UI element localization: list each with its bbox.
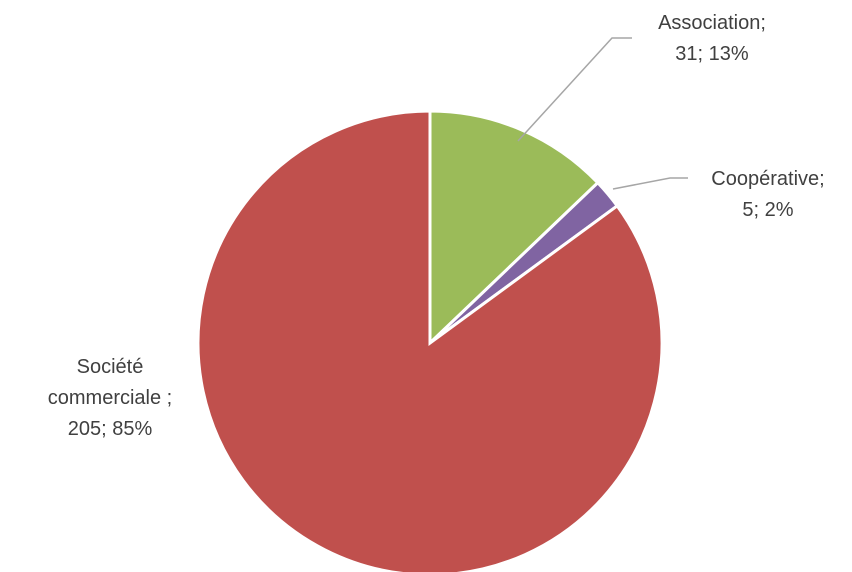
- data-labels: Association; 31; 13% Coopérative; 5; 2% Soci…: [48, 12, 825, 440]
- data-label-line: 31; 13%: [675, 43, 749, 65]
- data-label-line: Association;: [658, 12, 766, 34]
- leader-line-association: [517, 37, 632, 142]
- data-label-cooperative: Coopérative; 5; 2%: [711, 168, 824, 221]
- data-label-line: 5; 2%: [742, 199, 793, 221]
- data-label-societe-commerciale: Société commerciale ; 205; 85%: [48, 356, 172, 440]
- leader-lines: [517, 37, 688, 190]
- data-label-line: Coopérative;: [711, 168, 824, 190]
- data-label-line: Société: [77, 356, 144, 378]
- leader-line-cooperative: [612, 177, 688, 190]
- pie-slice-association: [428, 109, 600, 347]
- pie-slices: [196, 109, 664, 572]
- data-label-line: commerciale ;: [48, 387, 172, 409]
- data-label-association: Association; 31; 13%: [658, 12, 766, 65]
- data-label-line: 205; 85%: [68, 418, 153, 440]
- pie-slice-societe-commerciale: [196, 109, 664, 572]
